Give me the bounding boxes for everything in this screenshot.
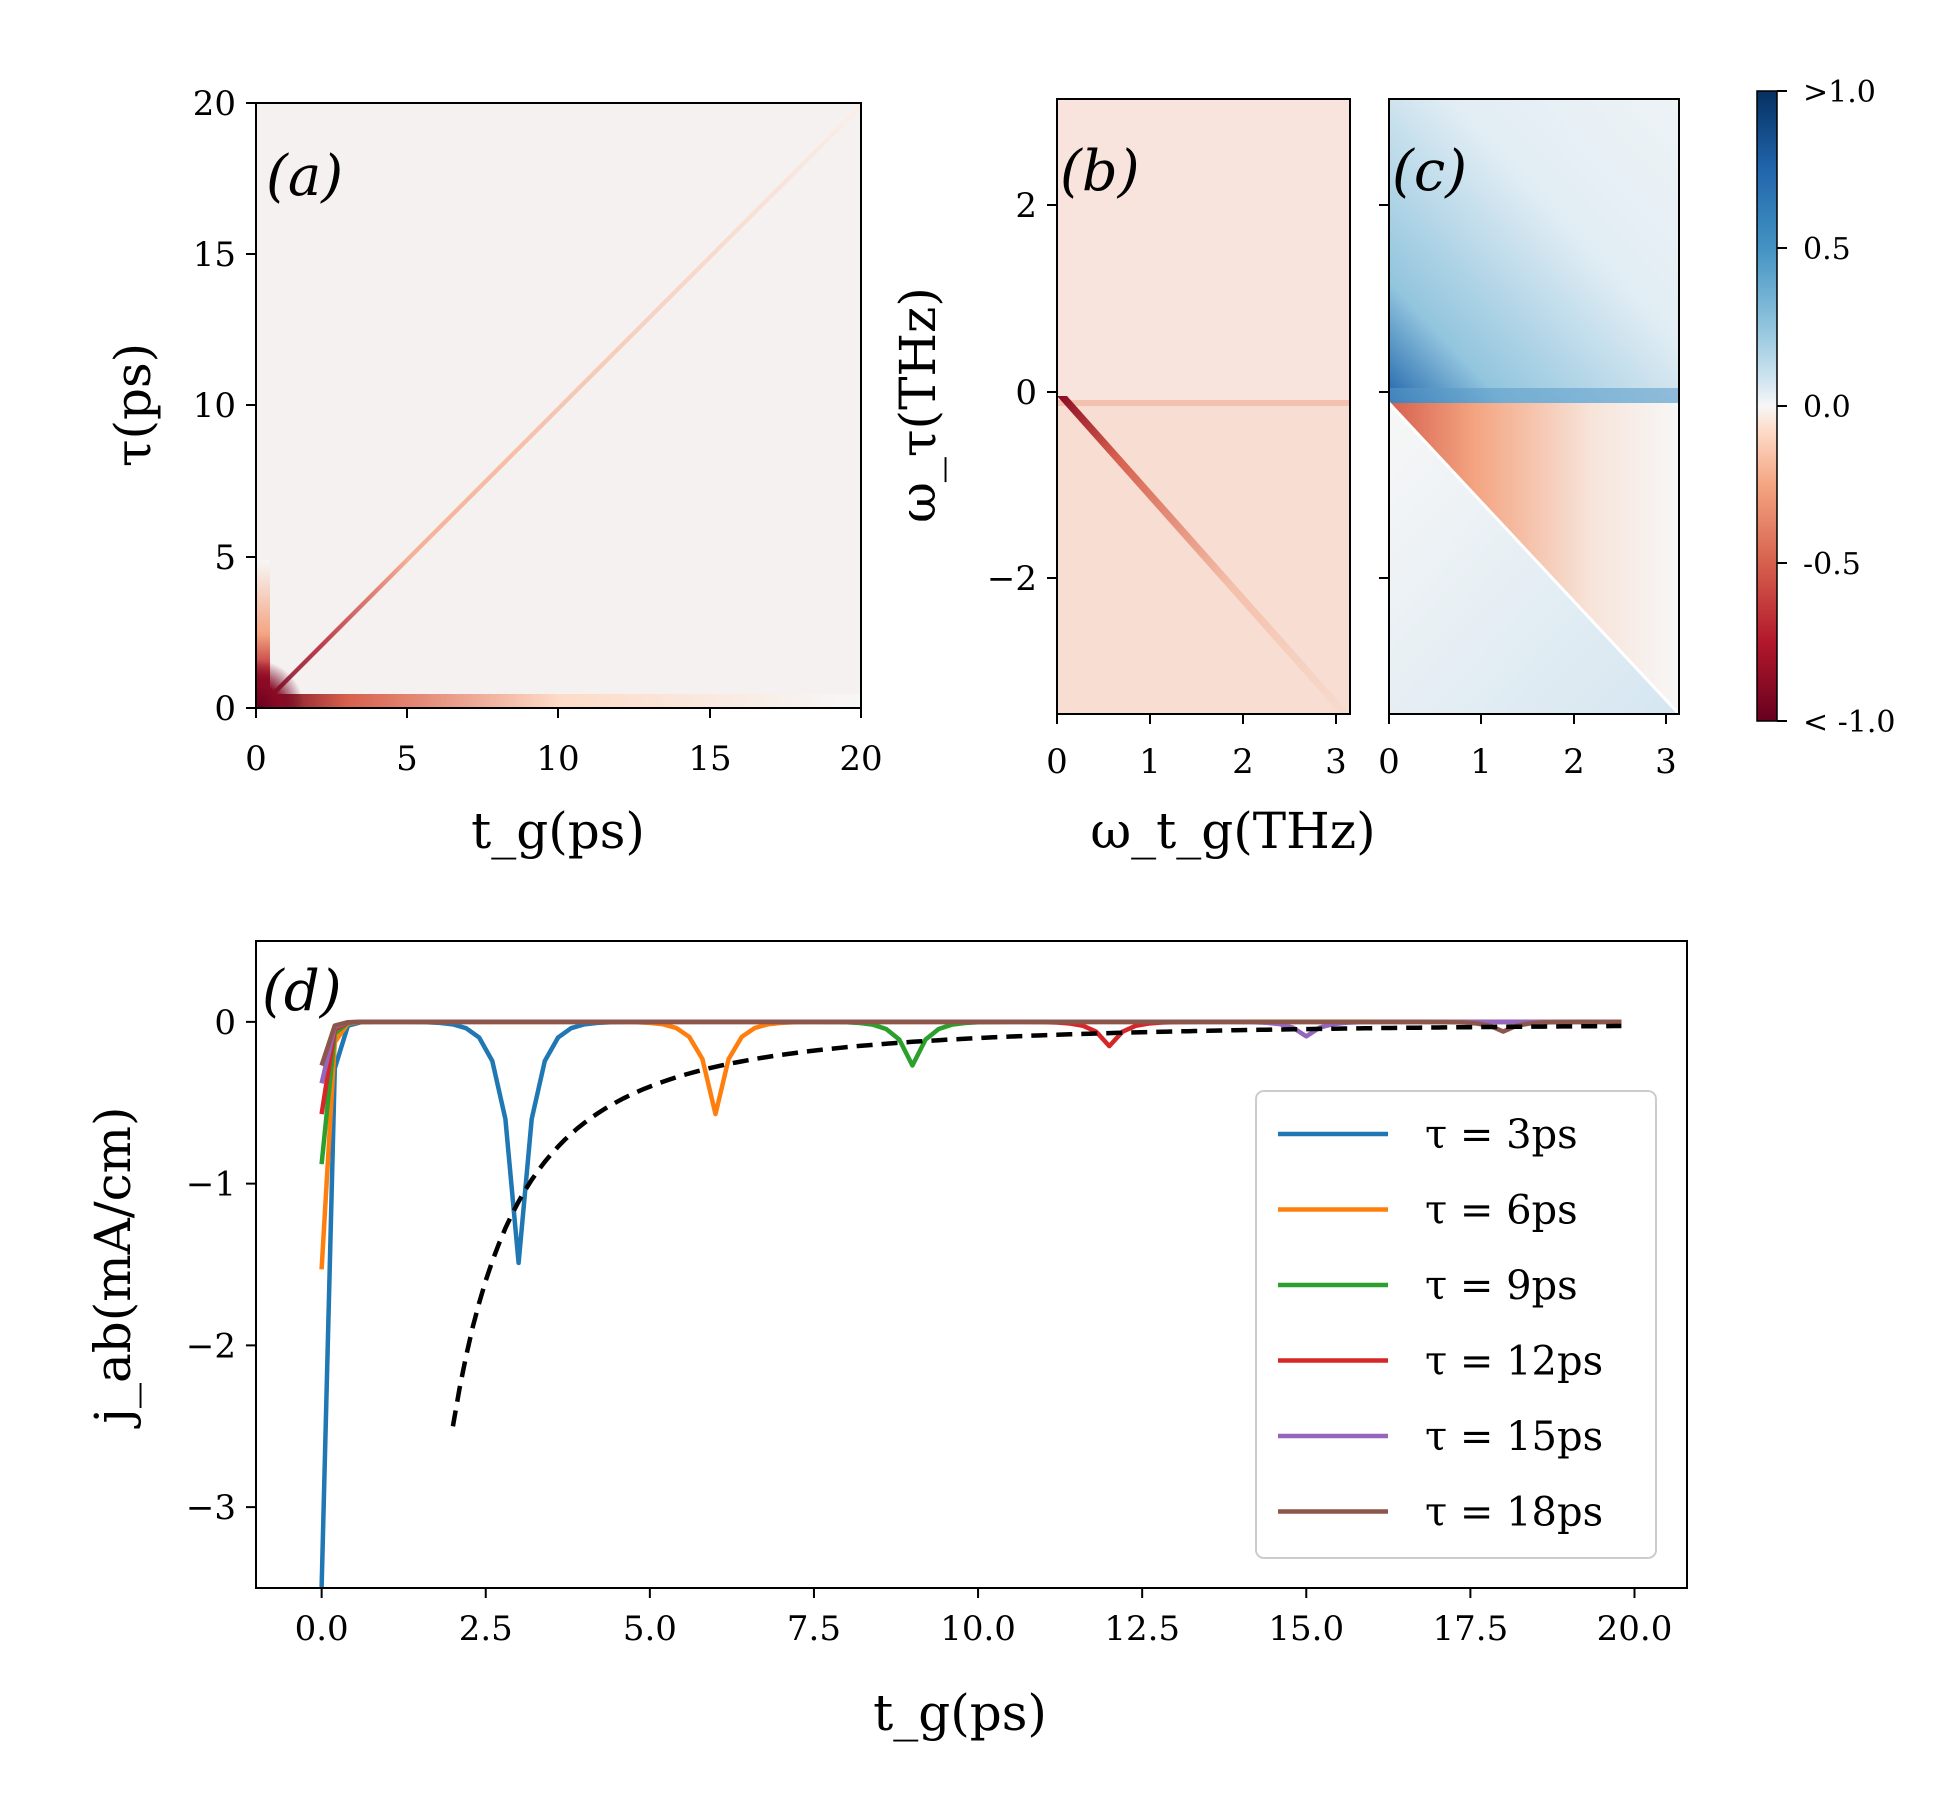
x-tick-label: 0: [1046, 742, 1068, 782]
panel-d: 0.0 2.5 5.0 7.5 10.0 12.5 15.0 17.5 20.0 0 −1 −2 −3…: [84, 940, 1688, 1742]
x-tick-label: 0: [1378, 742, 1400, 782]
panel-d-label: (d): [262, 959, 342, 1024]
panel-d-y-ticks: 0 −1 −2 −3: [186, 1003, 256, 1528]
series-line-tau-18: [319, 1019, 1622, 1067]
panel-a-label: (a): [266, 144, 343, 209]
panel-b-label: (b): [1060, 139, 1140, 204]
legend: τ = 3ps τ = 6ps τ = 9ps τ = 12ps τ = 15ps τ =…: [1255, 1090, 1657, 1559]
panel-b-frame: [1056, 98, 1351, 715]
x-tick-label: 0.0: [295, 1609, 349, 1649]
panel-a-corner: [256, 660, 304, 708]
panel-a: 0 5 10 15 20 0 5 10 15 20 (a) t_g(ps) τ(…: [104, 84, 883, 860]
y-tick-label: 0: [1015, 373, 1037, 413]
panel-a-tau-zero-band: [256, 694, 861, 708]
panel-a-y-ticks: 0 5 10 15 20: [193, 84, 256, 729]
panel-a-y-label: τ(ps): [104, 343, 162, 467]
x-tick-label: 5.0: [623, 1609, 677, 1649]
legend-entry: τ = 6ps: [1425, 1188, 1578, 1234]
panel-d-plot-area: [319, 1019, 1622, 1588]
x-tick-label: 10: [536, 739, 579, 779]
legend-rows: τ = 3ps τ = 6ps τ = 9ps τ = 12ps τ = 15ps τ =…: [1278, 1112, 1603, 1536]
x-tick-label: 12.5: [1104, 1609, 1180, 1649]
colorbar-tick-label: 0.5: [1803, 232, 1851, 267]
colorbar-gradient: [1757, 91, 1777, 721]
x-tick-label: 5: [396, 739, 418, 779]
x-tick-label: 2.5: [459, 1609, 513, 1649]
panel-bc-x-label: ω_t_g(THz): [1090, 802, 1375, 860]
panel-c-label: (c): [1392, 139, 1467, 204]
x-tick-label: 20: [839, 739, 882, 779]
y-tick-label: 2: [1015, 186, 1037, 226]
envelope-line: [450, 1023, 1622, 1427]
x-tick-label: 17.5: [1433, 1609, 1509, 1649]
x-tick-label: 2: [1232, 742, 1254, 782]
x-tick-label: 3: [1325, 742, 1347, 782]
panel-b-x-ticks: 0 1 2 3: [1046, 714, 1347, 782]
y-tick-label: −2: [186, 1326, 236, 1366]
x-tick-label: 15: [688, 739, 731, 779]
panel-b: 0 1 2 3 2 0 −2 (b) ω_τ(THz): [889, 98, 1351, 782]
panel-d-y-label: j_ab(mA/cm): [84, 1106, 142, 1428]
panel-c-frame: [1388, 98, 1680, 715]
x-tick-label: 10.0: [940, 1609, 1016, 1649]
panel-c-diagonal-edge: [1387, 401, 1681, 716]
y-tick-label: 15: [193, 235, 236, 275]
x-tick-label: 0: [245, 739, 267, 779]
y-tick-label: 20: [193, 84, 236, 124]
y-tick-label: −3: [186, 1488, 236, 1528]
colorbar-tick-label: < -1.0: [1803, 705, 1896, 740]
legend-entry: τ = 15ps: [1425, 1414, 1603, 1460]
legend-entry: τ = 12ps: [1425, 1339, 1603, 1385]
panel-a-ridge: [256, 103, 861, 708]
panel-d-frame: [255, 940, 1688, 1589]
legend-box: [1255, 1090, 1657, 1559]
x-tick-label: 15.0: [1268, 1609, 1344, 1649]
legend-entry: τ = 18ps: [1425, 1490, 1603, 1536]
legend-entry: τ = 3ps: [1425, 1112, 1578, 1158]
colorbar: >1.0 0.5 0.0 -0.5 < -1.0: [1756, 75, 1896, 740]
colorbar-tick-label: -0.5: [1803, 547, 1861, 582]
y-tick-label: −2: [987, 559, 1037, 599]
panel-a-x-ticks: 0 5 10 15 20: [245, 708, 883, 779]
panel-b-y-ticks: 2 0 −2: [987, 186, 1057, 599]
y-tick-label: −1: [186, 1165, 236, 1205]
panel-c-x-ticks: 0 1 2 3: [1378, 714, 1677, 782]
panel-b-zero-line: [1057, 400, 1350, 406]
y-tick-label: 5: [214, 538, 236, 578]
x-tick-label: 7.5: [787, 1609, 841, 1649]
panel-a-x-label: t_g(ps): [471, 802, 645, 860]
panel-d-x-ticks: 0.0 2.5 5.0 7.5 10.0 12.5 15.0 17.5 20.0: [295, 1588, 1673, 1649]
panel-d-x-label: t_g(ps): [873, 1684, 1047, 1742]
panel-c-positive-region: [1389, 99, 1679, 403]
x-tick-label: 2: [1563, 742, 1585, 782]
x-tick-label: 1: [1139, 742, 1161, 782]
colorbar-tick-label: 0.0: [1803, 390, 1851, 425]
legend-entry: τ = 9ps: [1425, 1263, 1578, 1309]
panel-b-ridge: [1057, 396, 1350, 714]
panel-c-positive-strip: [1389, 388, 1679, 403]
y-tick-label: 0: [214, 689, 236, 729]
x-tick-label: 3: [1655, 742, 1677, 782]
y-tick-label: 0: [214, 1003, 236, 1043]
panel-c: 0 1 2 3 (c) ω_t_g(THz): [1090, 98, 1681, 860]
panel-b-y-label: ω_τ(THz): [889, 287, 947, 523]
colorbar-tick-label: >1.0: [1803, 75, 1876, 110]
x-tick-label: 20.0: [1597, 1609, 1673, 1649]
y-tick-label: 10: [193, 386, 236, 426]
x-tick-label: 1: [1470, 742, 1492, 782]
panel-c-y-ticks: [1379, 204, 1389, 579]
